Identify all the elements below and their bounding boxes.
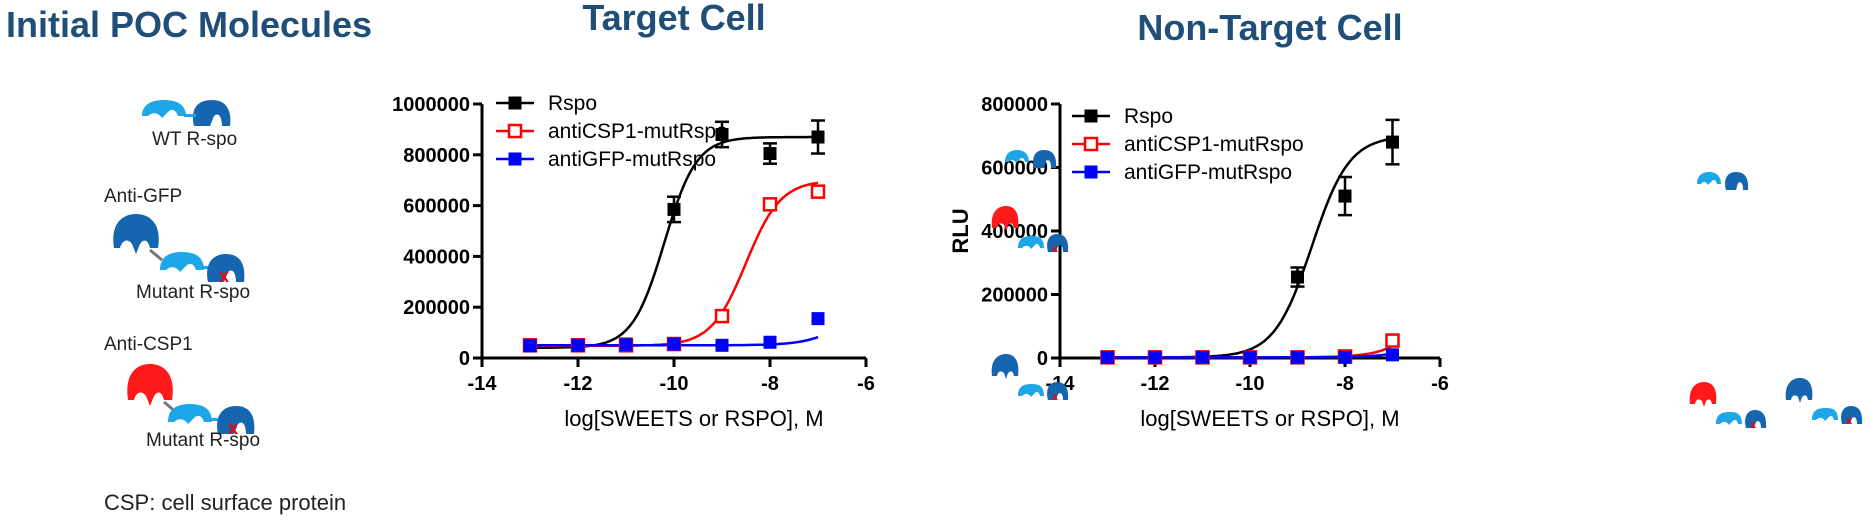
y-tick-label: 0	[459, 348, 470, 370]
data-point-anticsp1-mutrspo	[714, 308, 730, 324]
data-point-rspo	[667, 202, 681, 216]
data-point-antigfp-mutrspo	[1196, 350, 1209, 364]
mutant-rspo-label-2: Mutant R-spo	[146, 430, 261, 451]
nontarget-rspo-molecule-icon	[1697, 172, 1749, 190]
data-point-antigfp-mutrspo	[1338, 350, 1352, 364]
legend-marker	[1084, 165, 1098, 179]
y-tick-label: 400000	[403, 246, 470, 268]
anti-csp1-mutant-rspo-molecule-icon: x	[127, 364, 255, 438]
data-point-antigfp-mutrspo	[667, 337, 681, 351]
data-point-antigfp-mutrspo	[619, 338, 633, 352]
nontarget-anti-csp1-molecule-icon: x	[1689, 382, 1767, 431]
y-axis-label: RLU	[948, 208, 973, 253]
legend-label-anticsp1-mutrspo: antiCSP1-mutRspo	[548, 120, 728, 143]
x-tick-label: -8	[761, 373, 779, 395]
left-panel-title: Initial POC Molecules	[6, 4, 373, 45]
data-point-antigfp-mutrspo	[571, 338, 585, 352]
anti-gfp-label: Anti-GFP	[104, 186, 183, 207]
data-point-rspo	[811, 130, 825, 144]
x-axis-label: log[SWEETS or RSPO], M	[1140, 406, 1399, 431]
y-tick-label: 800000	[981, 94, 1048, 116]
x-tick-label: -12	[564, 373, 593, 395]
chart-title: Non-Target Cell	[1137, 7, 1402, 48]
target-cell-chart: Target Cell 0 200000 400000 600000 800000 1000…	[392, 0, 875, 431]
svg-text:x: x	[1846, 415, 1853, 427]
y-tick-label: 0	[1037, 348, 1048, 370]
data-point-rspo	[1386, 135, 1399, 149]
svg-text:x: x	[1750, 419, 1757, 431]
legend-marker	[1084, 109, 1098, 123]
legend-label-anticsp1-mutrspo: antiCSP1-mutRspo	[1124, 133, 1304, 156]
data-point-rspo	[1338, 189, 1352, 203]
data-point-antigfp-mutrspo	[763, 335, 777, 349]
x-tick-label: -12	[1141, 373, 1170, 395]
legend-marker	[508, 96, 522, 110]
x-tick-label: -10	[660, 373, 689, 395]
target-anti-csp1-molecule-icon: x	[991, 206, 1069, 255]
footnote: CSP: cell surface protein	[104, 490, 347, 515]
y-tick-label: 600000	[403, 196, 470, 218]
target-anti-gfp-molecule-icon: x	[991, 354, 1069, 403]
chart-title: Target Cell	[582, 0, 765, 38]
x-tick-label: -10	[1236, 373, 1265, 395]
data-point-antigfp-mutrspo	[1101, 350, 1114, 364]
data-point-antigfp-mutrspo	[1148, 350, 1162, 364]
x-tick-label: -14	[468, 373, 498, 395]
y-tick-label: 800000	[403, 145, 470, 167]
data-point-anticsp1-mutrspo	[1385, 333, 1400, 348]
mutant-rspo-label-1: Mutant R-spo	[136, 282, 251, 303]
wt-rspo-molecule-icon	[142, 100, 231, 126]
data-point-antigfp-mutrspo	[1243, 350, 1257, 364]
data-point-antigfp-mutrspo	[1386, 348, 1399, 362]
plot-group: Target Cell 0 200000 400000 600000 800000 1000…	[392, 0, 875, 431]
y-tick-label: 200000	[981, 285, 1048, 307]
legend-label-rspo: Rspo	[1124, 105, 1173, 128]
x-axis-label: log[SWEETS or RSPO], M	[564, 406, 823, 431]
data-point-rspo	[763, 147, 777, 161]
x-tick-label: -8	[1336, 373, 1354, 395]
anti-csp1-label: Anti-CSP1	[104, 334, 193, 355]
target-rspo-molecule-icon	[1005, 150, 1057, 168]
non-target-cell-chart: Non-Target Cell0200000400000600000800000…	[948, 7, 1449, 431]
y-tick-label: 600000	[981, 158, 1048, 180]
data-point-anticsp1-mutrspo	[810, 184, 826, 199]
plot-group: Non-Target Cell0200000400000600000800000…	[948, 7, 1449, 431]
wt-rspo-label: WT R-spo	[152, 129, 238, 150]
nontarget-anti-gfp-molecule-icon: x	[1785, 378, 1863, 427]
data-point-anticsp1-mutrspo	[762, 197, 778, 212]
data-point-antigfp-mutrspo	[715, 338, 729, 352]
svg-text:x: x	[1052, 243, 1059, 255]
legend-marker	[508, 152, 522, 166]
data-point-antigfp-mutrspo	[1291, 350, 1304, 364]
data-point-antigfp-mutrspo	[523, 339, 537, 353]
y-tick-label: 200000	[403, 297, 470, 319]
legend-label-antigfp-mutrspo: antiGFP-mutRspo	[1124, 161, 1292, 184]
data-point-rspo	[1291, 270, 1304, 284]
x-tick-label: -6	[1431, 373, 1449, 395]
legend-marker	[1083, 136, 1099, 152]
data-point-antigfp-mutrspo	[811, 312, 825, 326]
svg-text:x: x	[228, 418, 238, 438]
x-tick-label: -6	[857, 373, 875, 395]
legend-marker	[507, 123, 523, 139]
svg-text:x: x	[219, 266, 229, 286]
anti-gfp-mutant-rspo-molecule-icon: x	[113, 214, 245, 286]
legend-label-rspo: Rspo	[548, 92, 597, 115]
legend-label-antigfp-mutrspo: antiGFP-mutRspo	[548, 148, 716, 171]
data-point-rspo	[715, 127, 729, 141]
y-tick-label: 1000000	[392, 94, 470, 116]
svg-text:x: x	[1052, 391, 1059, 403]
